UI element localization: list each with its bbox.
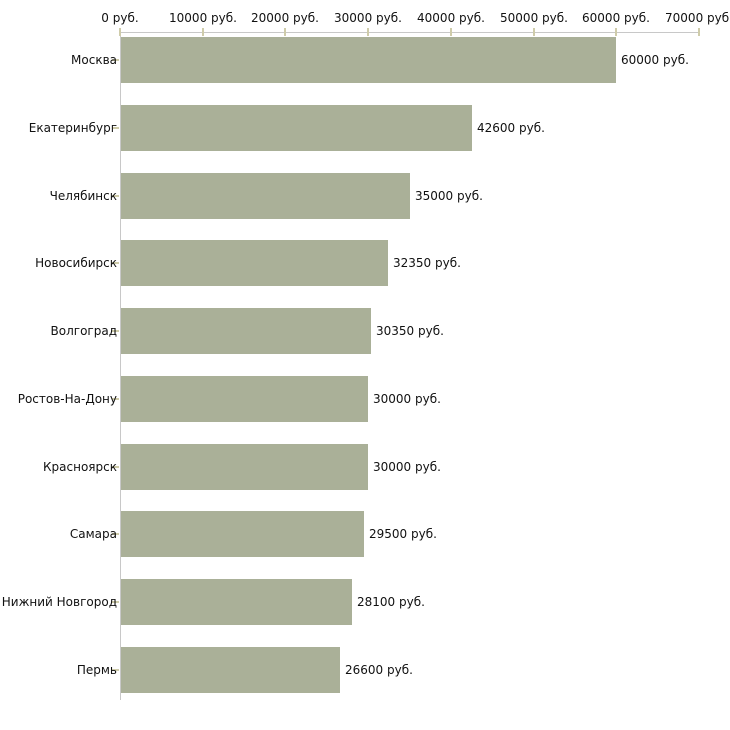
category-label: Пермь — [76, 663, 117, 677]
category-label: Новосибирск — [35, 256, 117, 270]
x-axis-tick-label: 30000 руб. — [334, 11, 402, 25]
y-axis-tick — [112, 601, 119, 603]
value-label: 60000 руб. — [621, 53, 689, 67]
bar — [121, 173, 410, 219]
x-axis-tick-label: 60000 руб. — [582, 11, 650, 25]
x-axis-tick-label: 0 руб. — [101, 11, 139, 25]
category-label: Нижний Новгород — [1, 595, 117, 609]
category-label: Челябинск — [49, 189, 117, 203]
y-axis-line — [120, 32, 121, 700]
x-axis-tick-label: 10000 руб. — [169, 11, 237, 25]
value-label: 35000 руб. — [415, 189, 483, 203]
category-label: Екатеринбург — [28, 121, 117, 135]
value-label: 28100 руб. — [357, 595, 425, 609]
y-axis-tick — [112, 262, 119, 264]
y-axis-tick — [112, 533, 119, 535]
x-axis-tick — [119, 28, 121, 36]
bar — [121, 308, 371, 354]
value-label: 29500 руб. — [369, 527, 437, 541]
value-label: 30000 руб. — [373, 460, 441, 474]
value-label: 32350 руб. — [393, 256, 461, 270]
x-axis-tick — [533, 28, 535, 36]
bar — [121, 647, 340, 693]
category-label: Ростов-На-Дону — [17, 392, 117, 406]
bar — [121, 240, 388, 286]
bar — [121, 579, 352, 625]
x-axis-tick — [615, 28, 617, 36]
x-axis-tick-label: 50000 руб. — [500, 11, 568, 25]
y-axis-tick — [112, 669, 119, 671]
x-axis-tick-label: 70000 руб. — [665, 11, 730, 25]
value-label: 26600 руб. — [345, 663, 413, 677]
y-axis-tick — [112, 59, 119, 61]
value-label: 30350 руб. — [376, 324, 444, 338]
bar — [121, 37, 616, 83]
x-axis-tick — [284, 28, 286, 36]
bar — [121, 444, 368, 490]
category-label: Москва — [71, 53, 117, 67]
y-axis-tick — [112, 195, 119, 197]
bar — [121, 511, 364, 557]
x-axis-tick — [698, 28, 700, 36]
category-label: Самара — [69, 527, 117, 541]
y-axis-tick — [112, 127, 119, 129]
x-axis-tick — [367, 28, 369, 36]
bar — [121, 376, 368, 422]
value-label: 42600 руб. — [477, 121, 545, 135]
x-axis-tick — [450, 28, 452, 36]
value-label: 30000 руб. — [373, 392, 441, 406]
x-axis-tick — [202, 28, 204, 36]
x-axis-tick-label: 20000 руб. — [251, 11, 319, 25]
category-label: Красноярск — [43, 460, 117, 474]
x-axis-tick-label: 40000 руб. — [417, 11, 485, 25]
x-axis-line — [120, 32, 700, 33]
y-axis-tick — [112, 398, 119, 400]
category-label: Волгоград — [50, 324, 117, 338]
y-axis-tick — [112, 466, 119, 468]
bar — [121, 105, 472, 151]
y-axis-tick — [112, 330, 119, 332]
